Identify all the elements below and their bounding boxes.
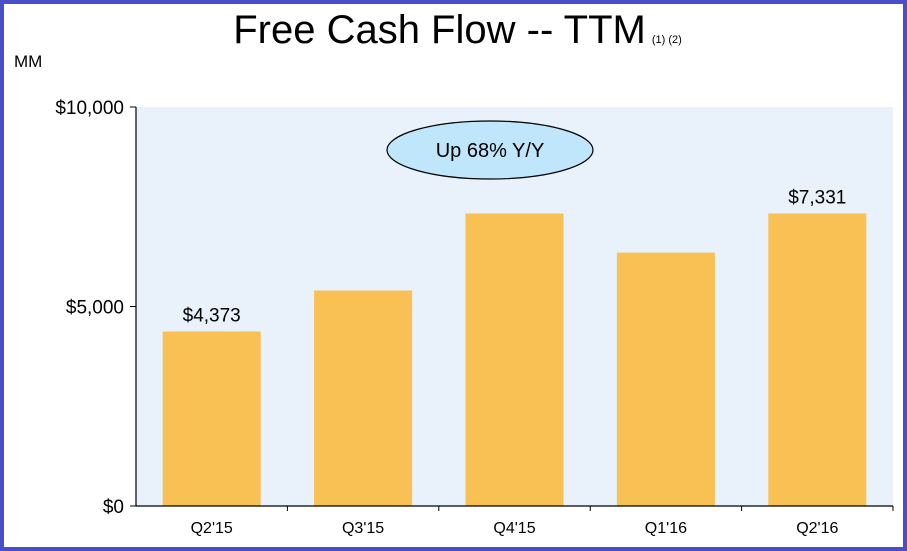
annotation-callout: [386, 120, 594, 180]
bar-1: [314, 290, 413, 506]
x-tick-label-2: Q4'15: [493, 520, 535, 537]
chart-title: Free Cash Flow -- TTM (1) (2): [4, 6, 907, 64]
bar-2: [465, 213, 564, 506]
bar-4: [768, 213, 867, 506]
y-tick-label-1: $5,000: [66, 298, 124, 319]
bar-3: [616, 252, 715, 506]
title-footnotes: (1) (2): [651, 34, 682, 46]
y-tick-label-2: $10,000: [55, 98, 124, 119]
x-tick-label-3: Q1'16: [645, 520, 687, 537]
y-tick-label-0: $0: [103, 497, 124, 518]
annotation-text: Up 68% Y/Y: [436, 140, 545, 162]
unit-label: MM: [14, 52, 43, 71]
x-tick-label-1: Q3'15: [342, 520, 384, 537]
x-tick-label-0: Q2'15: [191, 520, 233, 537]
data-label-0: $4,373: [183, 306, 241, 327]
data-label-4: $7,331: [788, 187, 846, 208]
bar-0: [162, 331, 261, 506]
chart-title-text: Free Cash Flow -- TTM: [233, 8, 646, 52]
x-tick-label-4: Q2'16: [796, 520, 838, 537]
